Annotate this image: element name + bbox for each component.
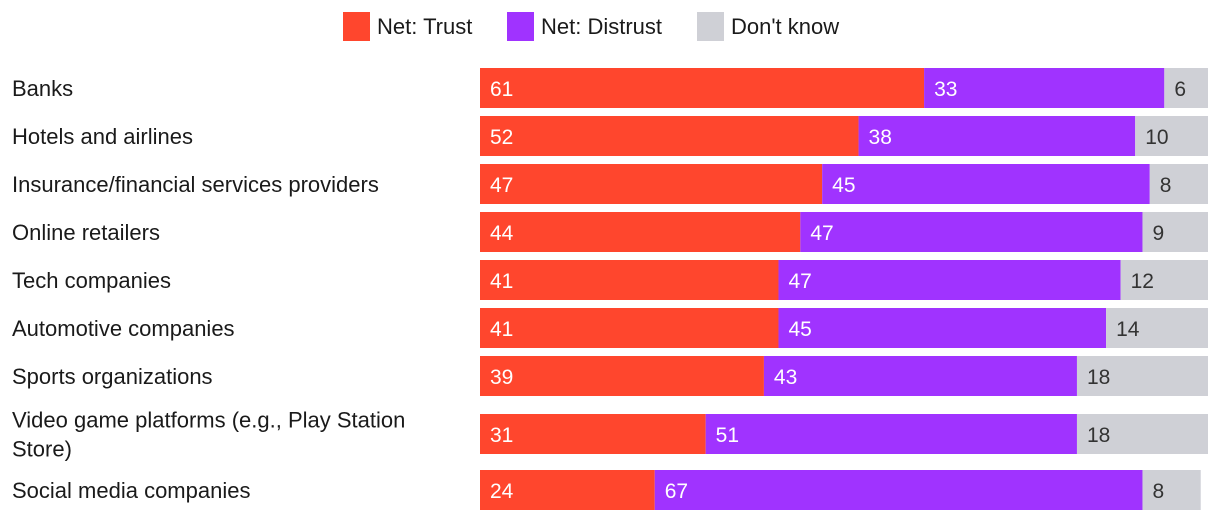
- bar-row-online-retailers: 44 47 9: [480, 212, 1208, 252]
- data-label-net-distrust-tech-companies: 47: [788, 270, 811, 293]
- bar-don-t-know-hotels-and-airlines: [1135, 116, 1208, 156]
- bar-net-trust-banks: [480, 68, 925, 108]
- category-labels: Banks Hotels and airlines Insurance/financ…: [12, 76, 405, 503]
- data-label-don-t-know-insurance-financial-services-providers: 8: [1160, 174, 1172, 197]
- legend-label-net-trust: Net: Trust: [377, 14, 472, 39]
- bar-row-video-game-platforms-e-g-play-station-store: 31 51 18: [480, 414, 1208, 454]
- data-label-net-trust-tech-companies: 41: [490, 270, 513, 293]
- category-label-social-media-companies: Social media companies: [12, 478, 250, 503]
- legend-label-net-distrust: Net: Distrust: [541, 14, 662, 39]
- data-label-net-distrust-hotels-and-airlines: 38: [869, 126, 892, 149]
- bar-net-distrust-online-retailers: [800, 212, 1143, 252]
- data-label-net-distrust-sports-organizations: 43: [774, 366, 797, 389]
- bar-net-distrust-tech-companies: [778, 260, 1121, 300]
- category-label-hotels-and-airlines: Hotels and airlines: [12, 124, 193, 149]
- data-label-net-trust-online-retailers: 44: [490, 222, 514, 245]
- bar-net-trust-video-game-platforms-e-g-play-station-store: [480, 414, 706, 454]
- data-label-don-t-know-video-game-platforms-e-g-play-station-store: 18: [1087, 424, 1110, 447]
- category-label-tech-companies: Tech companies: [12, 268, 171, 293]
- bar-don-t-know-banks: [1164, 68, 1208, 108]
- data-label-don-t-know-sports-organizations: 18: [1087, 366, 1110, 389]
- data-label-don-t-know-banks: 6: [1174, 78, 1186, 101]
- bar-net-distrust-automotive-companies: [778, 308, 1107, 348]
- bar-net-trust-hotels-and-airlines: [480, 116, 859, 156]
- data-label-net-trust-video-game-platforms-e-g-play-station-store: 31: [490, 424, 513, 447]
- data-label-net-distrust-social-media-companies: 67: [665, 480, 688, 503]
- category-label-sports-organizations: Sports organizations: [12, 364, 213, 389]
- data-label-net-trust-insurance-financial-services-providers: 47: [490, 174, 513, 197]
- category-label-insurance-financial-services-providers: Insurance/financial services providers: [12, 172, 379, 197]
- data-label-net-trust-hotels-and-airlines: 52: [490, 126, 513, 149]
- bar-row-hotels-and-airlines: 52 38 10: [480, 116, 1208, 156]
- data-label-don-t-know-online-retailers: 9: [1152, 222, 1164, 245]
- legend-item-net-trust: Net: Trust: [343, 12, 472, 41]
- data-label-net-distrust-video-game-platforms-e-g-play-station-store: 51: [716, 424, 739, 447]
- bar-net-distrust-insurance-financial-services-providers: [822, 164, 1150, 204]
- category-label-online-retailers: Online retailers: [12, 220, 160, 245]
- legend: Net: Trust Net: Distrust Don't know: [343, 12, 839, 41]
- data-label-don-t-know-hotels-and-airlines: 10: [1145, 126, 1168, 149]
- category-label-banks: Banks: [12, 76, 73, 101]
- bar-net-trust-insurance-financial-services-providers: [480, 164, 823, 204]
- bar-net-trust-social-media-companies: [480, 470, 655, 510]
- bar-net-trust-sports-organizations: [480, 356, 764, 396]
- bar-don-t-know-automotive-companies: [1106, 308, 1208, 348]
- bar-net-distrust-sports-organizations: [763, 356, 1077, 396]
- data-label-don-t-know-social-media-companies: 8: [1152, 480, 1164, 503]
- legend-item-net-distrust: Net: Distrust: [507, 12, 662, 41]
- bar-net-trust-automotive-companies: [480, 308, 779, 348]
- data-label-net-distrust-banks: 33: [934, 78, 957, 101]
- bar-don-t-know-tech-companies: [1120, 260, 1208, 300]
- bar-net-distrust-banks: [924, 68, 1165, 108]
- bar-net-distrust-hotels-and-airlines: [858, 116, 1136, 156]
- legend-label-don-t-know: Don't know: [731, 14, 839, 39]
- bar-row-social-media-companies: 24 67 8: [480, 470, 1201, 510]
- category-label-automotive-companies: Automotive companies: [12, 316, 235, 341]
- bar-don-t-know-sports-organizations: [1076, 356, 1208, 396]
- data-label-net-trust-social-media-companies: 24: [490, 480, 514, 503]
- bar-row-insurance-financial-services-providers: 47 45 8: [480, 164, 1208, 204]
- bar-net-trust-tech-companies: [480, 260, 779, 300]
- data-label-net-trust-sports-organizations: 39: [490, 366, 513, 389]
- legend-item-don-t-know: Don't know: [697, 12, 839, 41]
- category-label-video-game-platforms-e-g-play-station-store: Video game platforms (e.g., Play Station…: [12, 408, 405, 462]
- data-label-don-t-know-automotive-companies: 14: [1116, 318, 1140, 341]
- data-label-net-trust-automotive-companies: 41: [490, 318, 513, 341]
- data-label-don-t-know-tech-companies: 12: [1131, 270, 1154, 293]
- legend-swatch-net-trust: [343, 12, 370, 41]
- data-label-net-distrust-automotive-companies: 45: [788, 318, 811, 341]
- legend-swatch-net-distrust: [507, 12, 534, 41]
- bar-net-distrust-video-game-platforms-e-g-play-station-store: [705, 414, 1077, 454]
- data-label-net-distrust-insurance-financial-services-providers: 45: [832, 174, 855, 197]
- bar-don-t-know-insurance-financial-services-providers: [1149, 164, 1208, 204]
- bar-net-trust-online-retailers: [480, 212, 801, 252]
- bar-don-t-know-online-retailers: [1142, 212, 1208, 252]
- legend-swatch-don-t-know: [697, 12, 724, 41]
- data-label-net-distrust-online-retailers: 47: [810, 222, 833, 245]
- bar-net-distrust-social-media-companies: [654, 470, 1143, 510]
- bar-don-t-know-video-game-platforms-e-g-play-station-store: [1076, 414, 1208, 454]
- data-label-net-trust-banks: 61: [490, 78, 513, 101]
- bar-row-tech-companies: 41 47 12: [480, 260, 1208, 300]
- bar-row-sports-organizations: 39 43 18: [480, 356, 1208, 396]
- bar-don-t-know-social-media-companies: [1142, 470, 1201, 510]
- bar-row-banks: 61 33 6: [480, 68, 1208, 108]
- bar-row-automotive-companies: 41 45 14: [480, 308, 1208, 348]
